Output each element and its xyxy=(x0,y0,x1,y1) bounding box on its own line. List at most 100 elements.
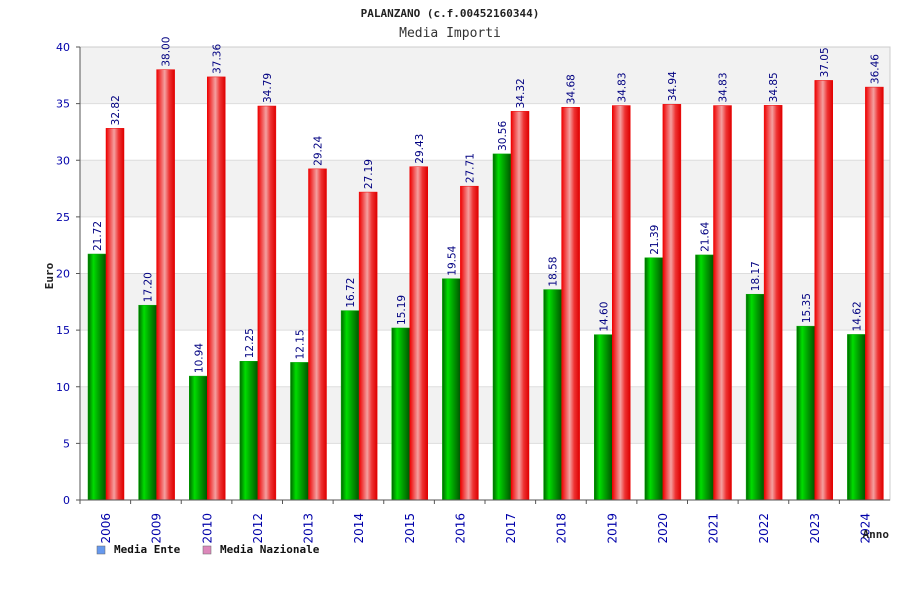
data-label: 21.39 xyxy=(649,225,661,255)
bar-media-nazionale xyxy=(409,166,428,501)
bar-media-ente xyxy=(847,334,866,501)
x-tick-label: 2009 xyxy=(150,513,164,544)
x-tick-label: 2023 xyxy=(808,513,822,544)
legend-label-media-ente: Media Ente xyxy=(114,543,181,556)
y-tick-label: 0 xyxy=(63,494,70,507)
x-tick-label: 2013 xyxy=(302,513,316,544)
data-label: 10.94 xyxy=(193,343,205,373)
data-label: 15.35 xyxy=(801,293,813,323)
y-axis-label: Euro xyxy=(43,262,56,289)
x-tick-label: 2012 xyxy=(251,513,265,544)
bar-media-ente xyxy=(138,304,157,501)
bar-media-nazionale xyxy=(865,86,884,501)
bar-media-nazionale xyxy=(814,80,833,501)
y-tick-label: 25 xyxy=(56,211,70,224)
legend-swatch-media-ente xyxy=(96,545,106,555)
chart-subtitle: Media Importi xyxy=(399,26,501,41)
data-label: 27.19 xyxy=(363,159,375,189)
data-label: 37.05 xyxy=(819,47,831,77)
bar-media-ente xyxy=(442,278,461,501)
legend-label-media-nazionale: Media Nazionale xyxy=(220,543,320,556)
x-tick-label: 2006 xyxy=(99,513,113,544)
chart-title: PALANZANO (c.f.00452160344) xyxy=(361,7,540,20)
bar-media-ente xyxy=(391,327,410,501)
x-tick-label: 2015 xyxy=(403,513,417,544)
bar-media-nazionale xyxy=(510,111,530,501)
bar-media-nazionale xyxy=(207,76,226,501)
bar-media-ente xyxy=(87,253,107,501)
bar-media-ente xyxy=(745,293,765,501)
data-label: 32.82 xyxy=(110,95,122,125)
y-tick-label: 30 xyxy=(56,154,70,167)
x-tick-label: 2014 xyxy=(352,513,366,544)
data-label: 34.83 xyxy=(616,72,628,102)
bar-media-nazionale xyxy=(358,191,378,501)
y-tick-label: 10 xyxy=(56,381,70,394)
x-tick-label: 2020 xyxy=(656,513,670,544)
data-label: 19.54 xyxy=(446,245,458,275)
axes: 0 5 10 15 20 25 30 35 40 2006 2009 2010 2012 2013 2014… xyxy=(56,41,890,544)
bar-media-nazionale xyxy=(105,128,125,501)
data-label: 18.58 xyxy=(548,257,560,287)
x-tick-label: 2018 xyxy=(555,513,569,544)
x-tick-label: 2010 xyxy=(200,513,214,544)
data-label: 16.72 xyxy=(345,278,357,308)
x-axis-label: Anno xyxy=(863,528,890,541)
legend: Media Ente Media Nazionale xyxy=(96,543,320,556)
y-tick-label: 40 xyxy=(56,41,70,54)
bar-media-ente xyxy=(492,153,512,501)
data-label: 34.68 xyxy=(566,74,578,104)
bar-media-ente xyxy=(543,289,562,501)
data-label: 21.64 xyxy=(700,222,712,252)
bar-media-nazionale xyxy=(561,106,580,501)
x-tick-label: 2017 xyxy=(504,513,518,544)
bar-media-ente xyxy=(644,257,664,501)
data-label: 21.72 xyxy=(92,221,104,251)
data-label: 14.60 xyxy=(598,302,610,332)
bar-media-nazionale xyxy=(460,185,479,501)
data-label: 38.00 xyxy=(161,37,173,67)
bar-media-nazionale xyxy=(257,105,277,501)
bar-media-ente xyxy=(290,362,309,501)
y-tick-label: 20 xyxy=(56,268,70,281)
data-label: 34.32 xyxy=(515,78,527,108)
data-label: 34.83 xyxy=(718,72,730,102)
data-label: 18.17 xyxy=(750,261,762,291)
data-label: 29.24 xyxy=(313,135,325,165)
data-label: 34.94 xyxy=(667,71,679,101)
data-label: 37.36 xyxy=(211,44,223,74)
data-label: 29.43 xyxy=(414,134,426,164)
data-label: 17.20 xyxy=(143,272,155,302)
bar-media-nazionale xyxy=(612,105,631,501)
x-tick-label: 2022 xyxy=(757,513,771,544)
bar-media-nazionale xyxy=(763,105,783,501)
bar-media-ente xyxy=(796,325,815,501)
x-tick-label: 2021 xyxy=(707,513,721,544)
data-label: 27.71 xyxy=(464,153,476,183)
bar-media-ente xyxy=(695,254,714,501)
data-label: 36.46 xyxy=(869,54,881,84)
data-label: 34.85 xyxy=(768,72,780,102)
x-tick-label: 2016 xyxy=(453,513,467,544)
y-tick-label: 15 xyxy=(56,324,70,337)
y-tick-label: 35 xyxy=(56,98,70,111)
bar-media-ente xyxy=(239,361,259,501)
bar-media-ente xyxy=(340,310,360,501)
bar-media-nazionale xyxy=(308,168,327,501)
bar-media-nazionale xyxy=(662,104,682,501)
x-tick-label: 2019 xyxy=(605,513,619,544)
bar-media-nazionale xyxy=(156,69,175,501)
bars: 21.72 17.20 10.94 12.25 12.15 16.72 15.19 19.54… xyxy=(87,37,884,501)
y-tick-label: 5 xyxy=(63,437,70,450)
bar-media-ente xyxy=(189,375,208,501)
data-label: 34.79 xyxy=(262,73,274,103)
data-label: 12.15 xyxy=(295,329,307,359)
legend-swatch-media-nazionale xyxy=(202,545,212,555)
data-label: 12.25 xyxy=(244,328,256,358)
data-label: 30.56 xyxy=(497,121,509,151)
data-label: 15.19 xyxy=(396,295,408,325)
x-tick-label: 2024 xyxy=(858,513,872,544)
data-label: 14.62 xyxy=(851,301,863,331)
